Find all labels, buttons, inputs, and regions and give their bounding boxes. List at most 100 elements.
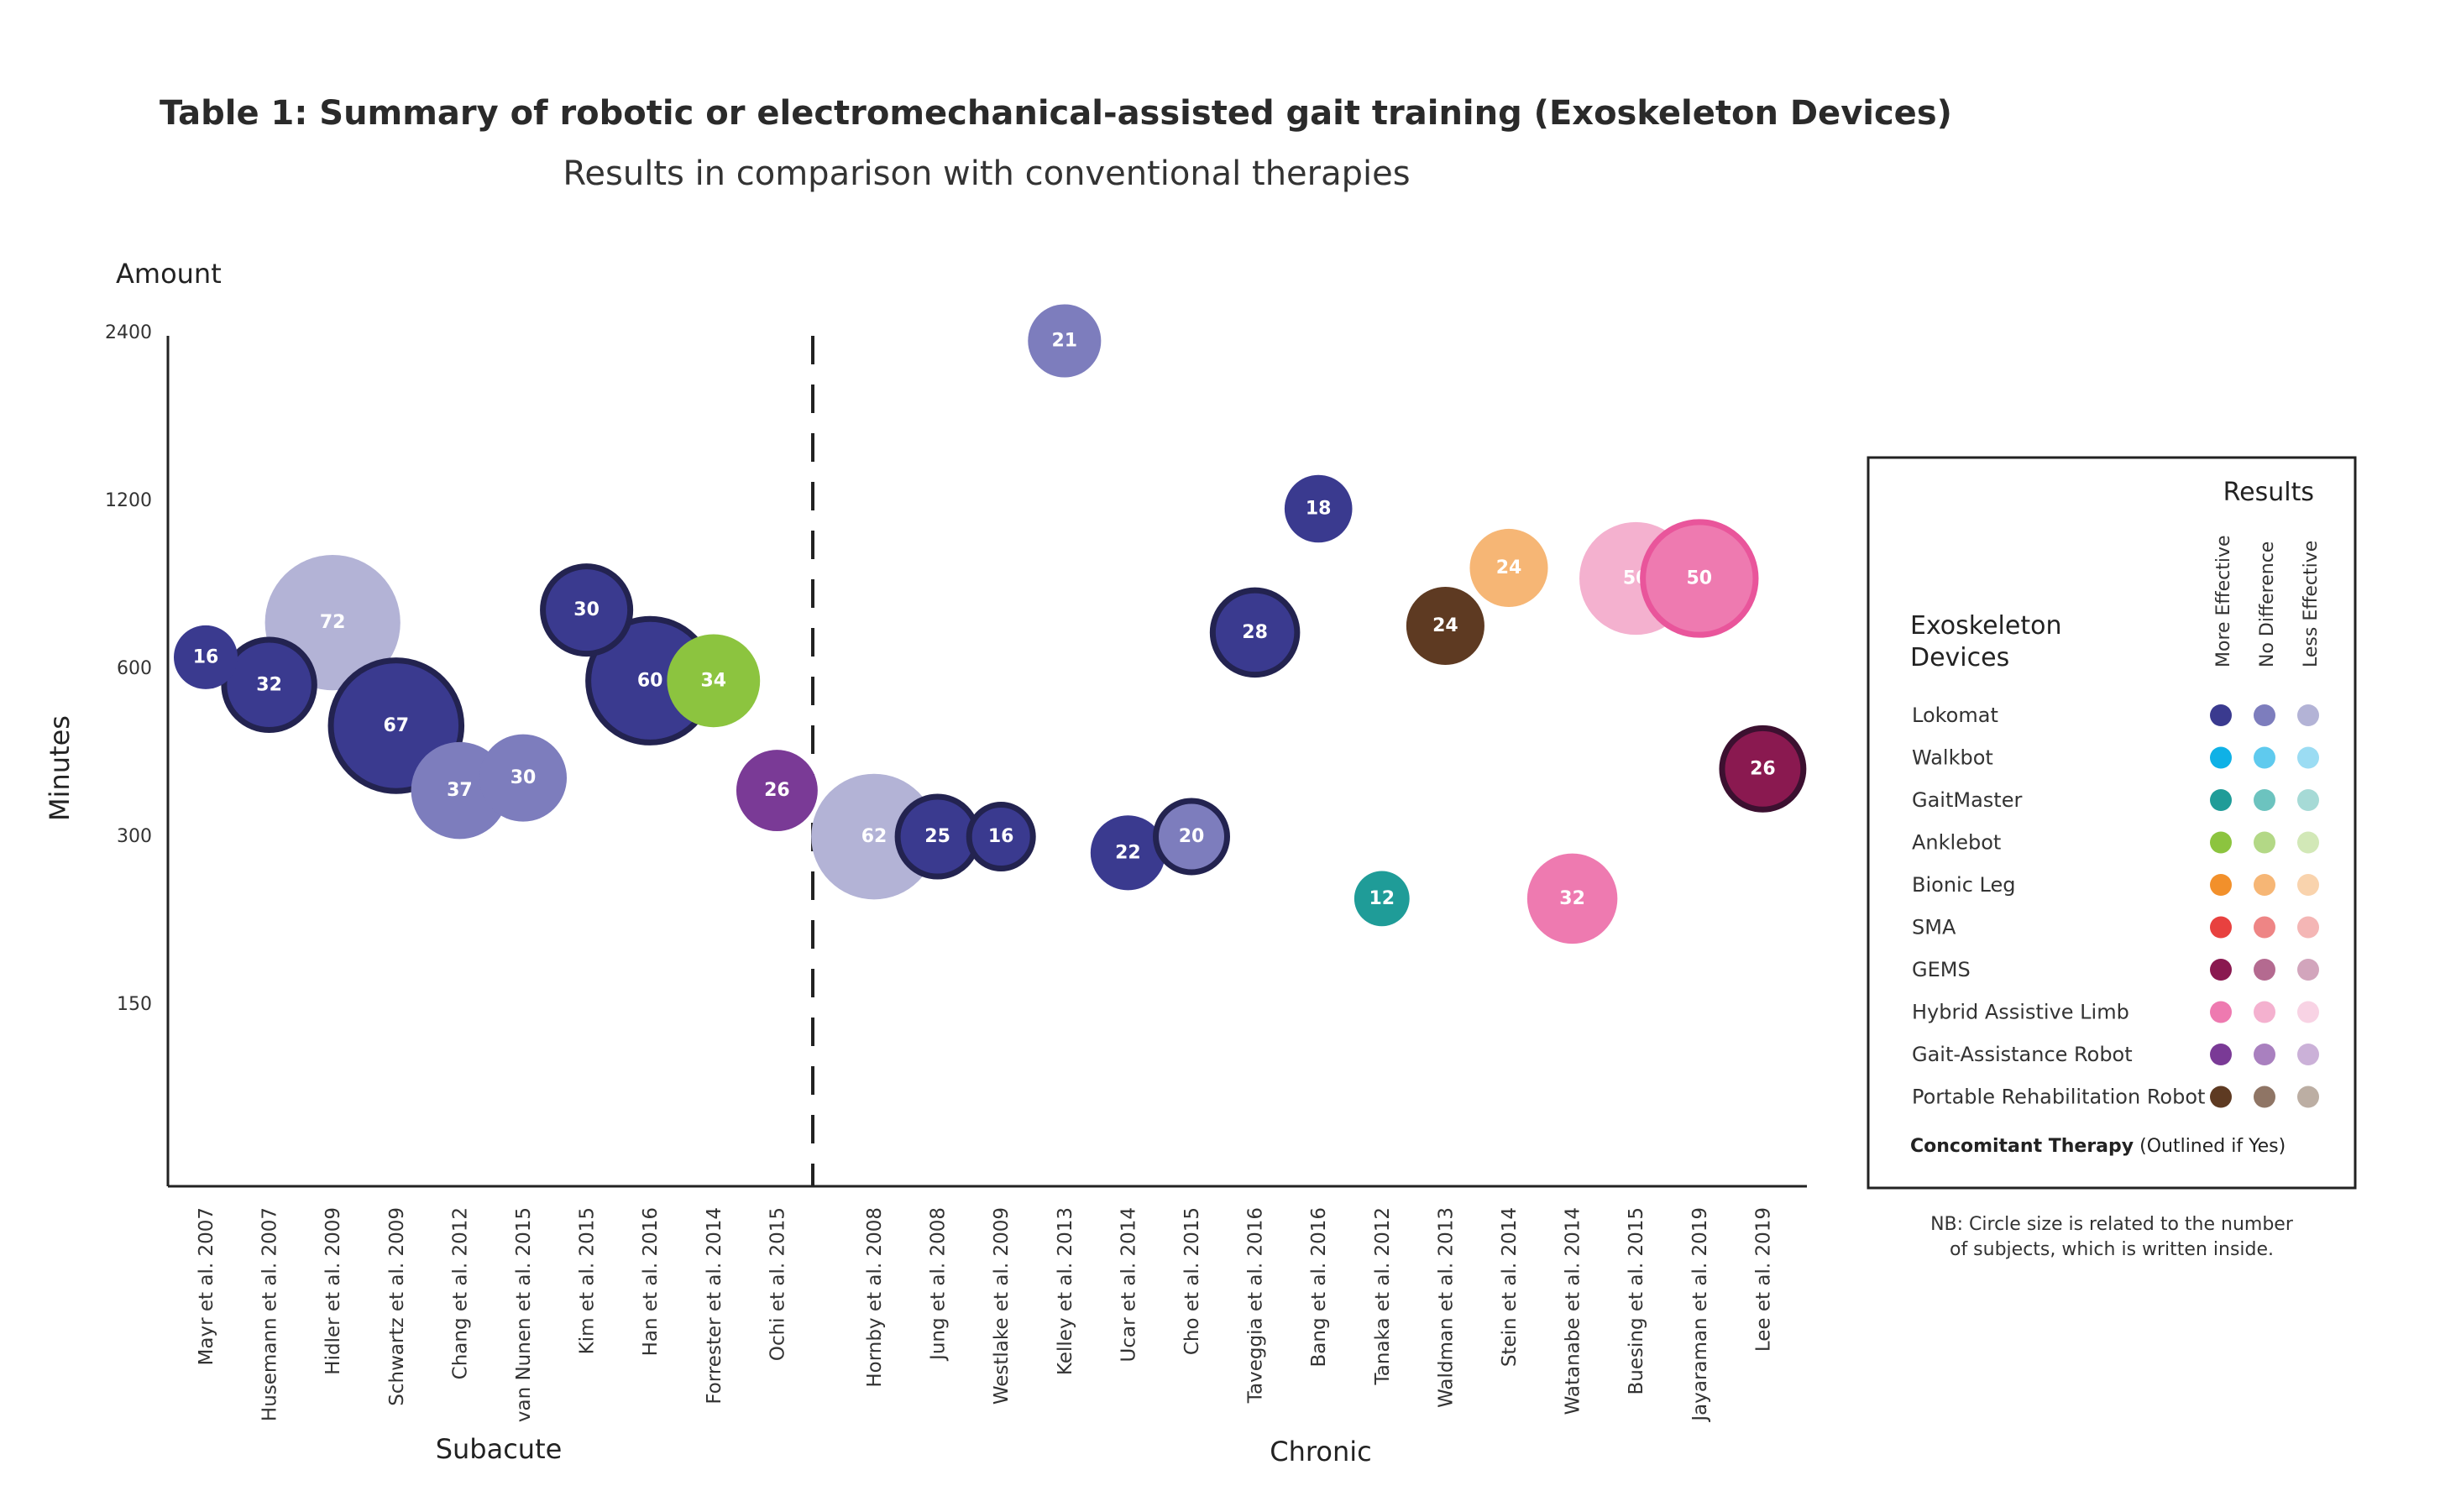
legend-swatch-walkbot-more-effective [2210,746,2232,769]
legend-swatch-walkbot-less-effective [2297,746,2319,769]
legend-swatch-hybrid-assistive-limb-more-effective [2210,1001,2232,1023]
legend-item-walkbot: Walkbot [1912,746,1993,770]
legend-swatch-anklebot-less-effective [2297,831,2319,854]
bubble-kim-et-al-2015: 30 [540,563,634,657]
bubble-circle [540,563,634,657]
bubble-stein-et-al-2014: 24 [1469,528,1548,608]
bubble-circle [667,634,761,728]
legend-item-gait-assistance-robot: Gait-Assistance Robot [1912,1043,2133,1066]
legend-swatch-gaitmaster-no-difference [2254,789,2275,811]
legend-swatch-gait-assistance-robot-less-effective [2297,1044,2319,1065]
bubble-label: 62 [861,826,888,847]
y-tick-label: 2400 [105,322,152,343]
bubble-label: 34 [700,670,726,691]
bubble-label: 32 [256,674,282,695]
group-label-chronic: Chronic [1270,1436,1371,1468]
x-tick-label: Forrester et al. 2014 [704,1207,725,1405]
x-tick-label: Taveggia et al. 2016 [1245,1207,1267,1404]
y-axis-label: Minutes [44,715,76,821]
bubble-circle [966,802,1036,872]
x-tick-label: Hidler et al. 2009 [322,1207,344,1375]
bubble-circle [811,773,937,900]
legend-box [1867,456,2357,1190]
bubble-cho-et-al-2015: 20 [1153,798,1230,876]
bubble-jung-et-al-2008: 25 [894,793,981,880]
bubble-label: 24 [1432,615,1458,636]
bubble-label: 50 [1686,568,1712,589]
x-tick-label: Cho et al. 2015 [1181,1207,1203,1355]
bubble-lee-et-al-2019: 26 [1719,725,1807,813]
bubble-waldman-et-al-2013: 24 [1406,586,1484,666]
bubble-label: 26 [1750,758,1776,779]
bubble-husemann-et-al-2007: 32 [221,636,317,734]
bubble-label: 37 [447,780,473,801]
bubble-circle [736,750,818,832]
legend-swatch-gems-more-effective [2210,959,2232,981]
bubble-circle [1640,519,1759,638]
legend-item-lokomat: Lokomat [1912,704,1998,727]
x-tick-label: Waldman et al. 2013 [1435,1207,1457,1408]
legend-item-anklebot: Anklebot [1912,831,2001,855]
bubble-label: 16 [193,646,219,667]
chart-title: Table 1: Summary of robotic or electrome… [160,94,1952,133]
bubble-label: 26 [764,780,790,801]
bubble-van-nunen-et-al-2015: 30 [479,734,568,822]
bubble-label: 12 [1369,888,1395,909]
bubble-kelley-et-al-2013: 21 [1028,304,1102,378]
bubble-circle [1354,871,1410,927]
legend-swatch-portable-rehabilitation-robot-no-difference [2254,1086,2275,1108]
legend-swatch-gaitmaster-less-effective [2297,789,2319,811]
bubble-circle [1209,587,1301,678]
x-tick-label: Schwartz et al. 2009 [386,1207,408,1406]
bubble-label: 20 [1179,826,1205,847]
legend-swatch-walkbot-no-difference [2254,746,2275,769]
x-tick-label: Jayaraman et al. 2019 [1689,1207,1711,1423]
group-label-subacute: Subacute [436,1433,563,1465]
bubble-hornby-et-al-2008: 62 [811,773,937,900]
bubble-ucar-et-al-2014: 22 [1090,815,1165,891]
bubble-circle [1028,304,1102,378]
bubble-circle [479,734,568,822]
bubble-jayaraman-et-al-2019: 50 [1640,519,1759,638]
x-ticks: Mayr et al. 2007 Husemann et al. 2007 Hidl… [196,1207,1774,1423]
x-tick-label: Westlake et al. 2009 [991,1207,1013,1405]
y-tick-label: 300 [117,826,152,847]
legend-results-title: Results [2223,478,2314,507]
legend-swatch-hybrid-assistive-limb-no-difference [2254,1001,2275,1023]
bubble-circle [1090,815,1165,891]
legend-swatch-gems-no-difference [2254,959,2275,981]
bubble-circle [1719,725,1807,813]
bubble-circle [174,625,238,689]
legend-swatch-gems-less-effective [2297,959,2319,981]
legend-col-no-difference: No Difference [2257,541,2278,667]
y-tick-label: 600 [117,658,152,679]
bubble-circle [1469,528,1548,608]
legend-item-sma: SMA [1912,916,1956,939]
bubble-label: 28 [1242,622,1268,643]
legend-swatch-lokomat-less-effective [2297,704,2319,726]
x-tick-label: Mayr et al. 2007 [196,1207,217,1365]
x-tick-label: Ucar et al. 2014 [1118,1207,1139,1362]
legend-swatch-gait-assistance-robot-more-effective [2210,1044,2232,1065]
legend-footer-rest: (Outlined if Yes) [2134,1136,2286,1157]
x-tick-label: Bang et al. 2016 [1308,1207,1330,1367]
legend-swatch-sma-no-difference [2254,916,2275,939]
x-tick-label: Stein et al. 2014 [1499,1207,1521,1367]
note-line-1: NB: Circle size is related to the number [1930,1214,2294,1235]
bubble-ochi-et-al-2015: 26 [736,750,818,832]
x-tick-label: Chang et al. 2012 [449,1207,471,1379]
x-tick-label: Ochi et al. 2015 [767,1207,788,1361]
bubble-taveggia-et-al-2016: 28 [1209,587,1301,678]
bubble-label: 30 [573,599,600,620]
legend-devices-title-line2: Devices [1910,643,2009,672]
bubble-label: 22 [1115,842,1141,863]
legend-swatch-sma-less-effective [2297,916,2319,939]
y-tick-label: 1200 [105,490,152,511]
bubble-westlake-et-al-2009: 16 [966,802,1036,872]
x-tick-label: Jung et al. 2008 [928,1207,950,1362]
bubble-label: 21 [1051,331,1077,352]
legend-swatch-bionic-leg-more-effective [2210,874,2232,896]
legend-swatch-lokomat-more-effective [2210,704,2232,726]
bubble-label: 24 [1496,557,1522,578]
